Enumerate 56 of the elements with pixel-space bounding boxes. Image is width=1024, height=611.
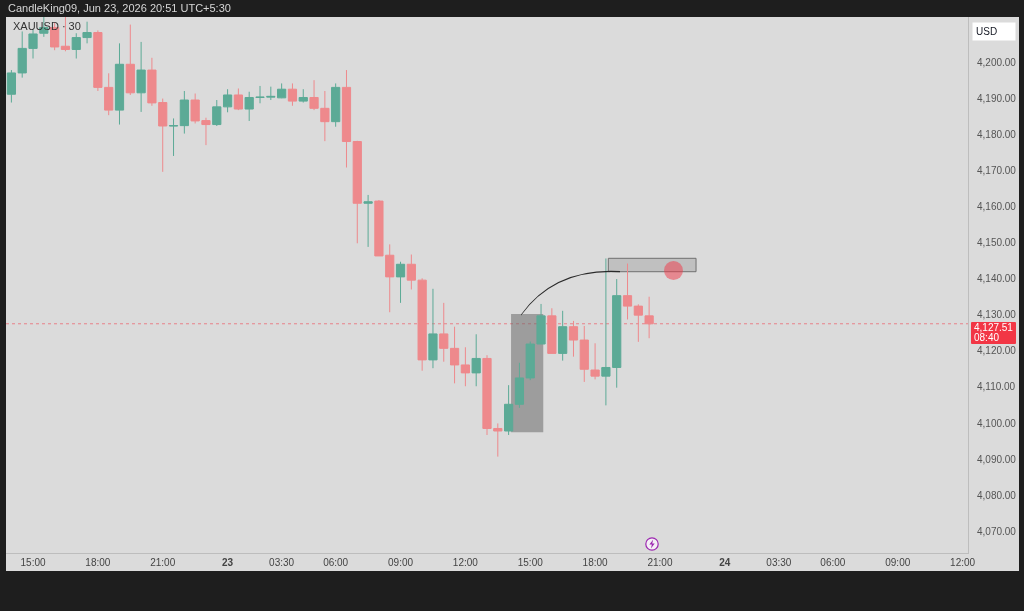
x-tick-label: 03:30 <box>269 557 295 568</box>
candlestick <box>622 263 633 320</box>
text: CandleKing09, Jun 23, 2026 20:51 UTC+5:30 <box>8 2 231 14</box>
y-tick-label: 4,200.00 <box>977 56 1017 68</box>
y-tick-label: 4,090.00 <box>977 453 1017 465</box>
candlestick <box>460 346 470 387</box>
y-tick-label: 4,120.00 <box>977 345 1017 357</box>
y-tick-label: 4,150.00 <box>977 237 1017 249</box>
x-tick-label: 03:30 <box>766 557 792 568</box>
x-tick-label: 09:00 <box>388 557 414 568</box>
y-tick-label: 4,110.00 <box>977 381 1016 393</box>
x-tick-label: 21:00 <box>150 557 176 568</box>
x-tick-label: 09:00 <box>885 557 911 568</box>
x-tick-label: 24 <box>719 557 731 568</box>
x-tick-label: 12:00 <box>950 557 976 568</box>
candlestick <box>331 82 341 128</box>
candlestick <box>233 87 243 111</box>
y-tick-label: 4,080.00 <box>977 489 1017 501</box>
chart-title: XAUUSD · 30 <box>13 19 81 32</box>
y-tick-label: 4,190.00 <box>977 92 1017 104</box>
y-tick-label: 4,140.00 <box>977 273 1017 285</box>
candlestick <box>363 194 373 248</box>
x-tick-label: 18:00 <box>582 557 609 568</box>
candlestick <box>558 310 568 362</box>
y-tick-label: 4,160.00 <box>977 200 1017 212</box>
candlestick <box>428 288 438 369</box>
y-tick-label: 4,130.00 <box>977 309 1017 321</box>
candlestick <box>136 41 146 113</box>
y-axis-title: USD <box>976 26 998 37</box>
ref-line-label: 4,127.51 08:40 <box>971 321 1016 344</box>
candlestick <box>60 17 71 52</box>
candlestick <box>298 88 308 104</box>
candlestick <box>287 82 298 107</box>
candlestick <box>395 261 406 304</box>
candlestick <box>114 42 125 126</box>
y-tick-label: 4,170.00 <box>977 164 1017 176</box>
x-tick-label: 18:00 <box>85 557 111 568</box>
candlestick <box>504 384 514 436</box>
x-tick-label: 12:00 <box>452 557 479 568</box>
x-tick-label: 21:00 <box>647 557 673 568</box>
candlestick <box>547 307 557 354</box>
candlestick <box>352 140 362 244</box>
x-tick-label: 06:00 <box>323 557 349 568</box>
y-tick-label: 4,070.00 <box>977 525 1017 537</box>
candlestick <box>341 69 352 169</box>
candlestick <box>568 320 579 358</box>
x-tick-label: 15:00 <box>517 557 544 568</box>
candlestick <box>179 90 189 135</box>
candlestick <box>471 333 481 387</box>
x-tick-label: 23 <box>222 557 234 568</box>
x-tick-label: 06:00 <box>820 557 846 568</box>
y-tick-label: 4,180.00 <box>977 128 1017 140</box>
x-tick-label: 15:00 <box>20 557 46 568</box>
candlestick <box>168 117 179 157</box>
y-tick-label: 4,100.00 <box>977 417 1017 429</box>
candlestick <box>125 24 135 96</box>
